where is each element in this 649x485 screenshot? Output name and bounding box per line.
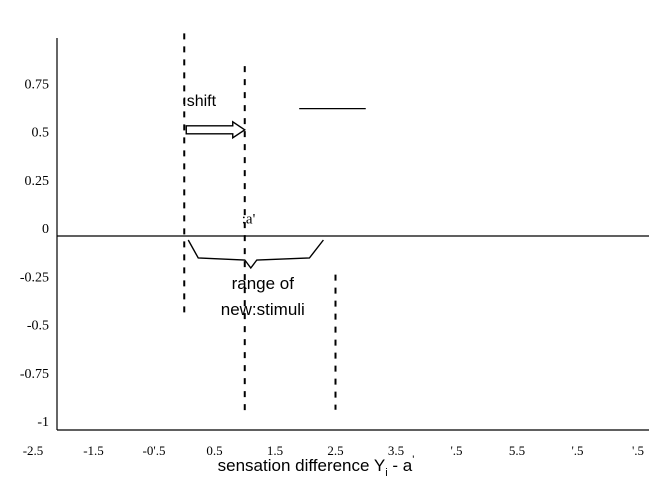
x-tick-label: '.5 xyxy=(632,443,644,458)
x-tick-label: 5.5 xyxy=(509,443,525,458)
reference-lines xyxy=(183,33,337,414)
y-tick-label: -1 xyxy=(37,415,49,430)
y-tick-label: 0.5 xyxy=(32,126,50,141)
x-axis-label: sensation difference Yi - a' xyxy=(218,454,415,479)
shift-label: :shift xyxy=(182,93,216,110)
y-tick-label: -0.5 xyxy=(27,319,49,334)
x-tick-label: 1.5 xyxy=(267,443,283,458)
x-tick-labels: -2.5 -1.5 -0'.5 0.5 1.5 2.5 3.5 '.5 5.5 '.5 '.5 xyxy=(23,443,644,458)
a-prime-label: :a' xyxy=(242,212,256,228)
range-brace xyxy=(187,239,324,270)
y-tick-labels: 0.75 0.5 0.25 0 -0.25 -0.5 -0.75 -1 xyxy=(20,77,49,430)
range-label-line2: new:stimuli xyxy=(221,300,305,319)
x-tick-label: -2.5 xyxy=(23,443,44,458)
shift-arrow xyxy=(185,120,247,140)
y-tick-label: -0.25 xyxy=(20,270,49,285)
x-tick-label: -1.5 xyxy=(83,443,104,458)
x-tick-label: 2.5 xyxy=(327,443,343,458)
y-tick-label: 0 xyxy=(42,222,49,237)
x-tick-label: '.5 xyxy=(450,443,462,458)
y-tick-label: 0.25 xyxy=(25,174,50,189)
range-label-line1: range of xyxy=(232,274,295,293)
x-tick-label: '.5 xyxy=(571,443,583,458)
x-tick-label: 3.5 xyxy=(388,443,404,458)
x-tick-label: -0'.5 xyxy=(143,443,166,458)
y-tick-label: -0.75 xyxy=(20,367,49,382)
x-tick-label: 0.5 xyxy=(206,443,222,458)
y-tick-label: 0.75 xyxy=(25,77,50,92)
